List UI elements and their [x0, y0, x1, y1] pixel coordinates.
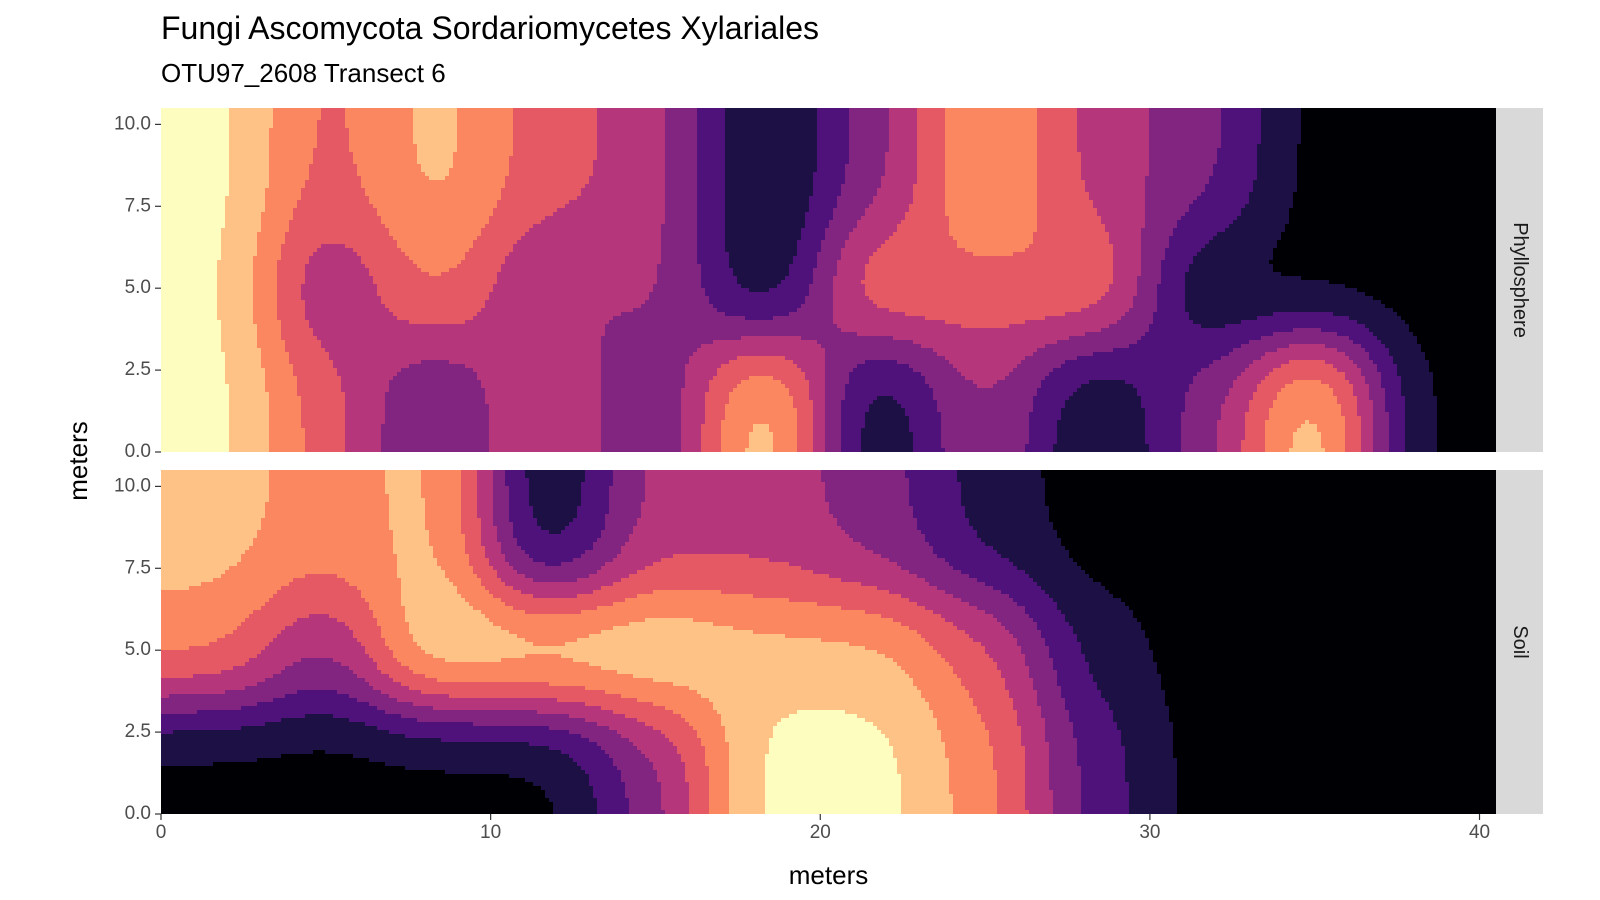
chart-subtitle: OTU97_2608 Transect 6	[161, 58, 446, 88]
panel-raster-phyllosphere	[161, 108, 1496, 452]
y-tick-label: 2.5	[125, 721, 151, 742]
y-tick-label: 0.0	[125, 803, 151, 824]
x-tick-label: 20	[810, 822, 831, 843]
facet-label-soil: Soil	[1509, 625, 1531, 658]
x-tick-label: 10	[480, 822, 501, 843]
x-tick-label: 0	[156, 822, 167, 843]
y-tick-label: 10.0	[114, 113, 151, 134]
y-tick-label: 7.5	[125, 557, 151, 578]
x-tick-label: 30	[1139, 822, 1160, 843]
y-tick-label: 10.0	[114, 475, 151, 496]
chart-title: Fungi Ascomycota Sordariomycetes Xylaria…	[161, 10, 820, 46]
facet-label-phyllosphere: Phyllosphere	[1509, 222, 1531, 338]
y-tick-label: 2.5	[125, 359, 151, 380]
y-tick-label: 5.0	[125, 277, 151, 298]
facet-strip	[1496, 108, 1543, 452]
y-tick-label: 0.0	[125, 441, 151, 462]
panel-raster-soil	[161, 470, 1496, 814]
y-axis-label: meters	[63, 421, 93, 500]
x-tick-label: 40	[1469, 822, 1490, 843]
x-axis-label: meters	[789, 860, 868, 890]
facet-strip	[1496, 470, 1543, 814]
y-tick-label: 7.5	[125, 195, 151, 216]
y-tick-label: 5.0	[125, 639, 151, 660]
